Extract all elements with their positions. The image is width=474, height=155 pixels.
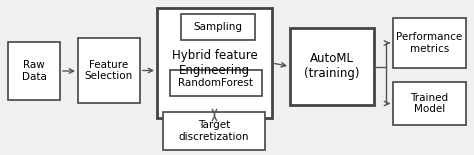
Bar	[78, 38, 140, 103]
Text: Performance
metrics: Performance metrics	[396, 32, 463, 54]
Text: Sampling: Sampling	[193, 22, 243, 32]
Text: RandomForest: RandomForest	[179, 78, 254, 88]
Bar	[157, 8, 272, 118]
Text: AutoML
(training): AutoML (training)	[304, 53, 360, 80]
Bar	[393, 82, 466, 125]
Text: Feature
Selection: Feature Selection	[85, 60, 133, 81]
Bar	[163, 112, 265, 150]
Text: Raw
Data: Raw Data	[21, 60, 46, 82]
Bar	[8, 42, 60, 100]
Bar	[393, 18, 466, 68]
Text: Target
discretization: Target discretization	[179, 120, 249, 142]
Bar	[170, 70, 262, 96]
Text: Trained
Model: Trained Model	[410, 93, 448, 114]
Text: Hybrid feature
Engineering: Hybrid feature Engineering	[172, 49, 257, 77]
Bar	[181, 14, 255, 40]
Bar	[290, 28, 374, 105]
